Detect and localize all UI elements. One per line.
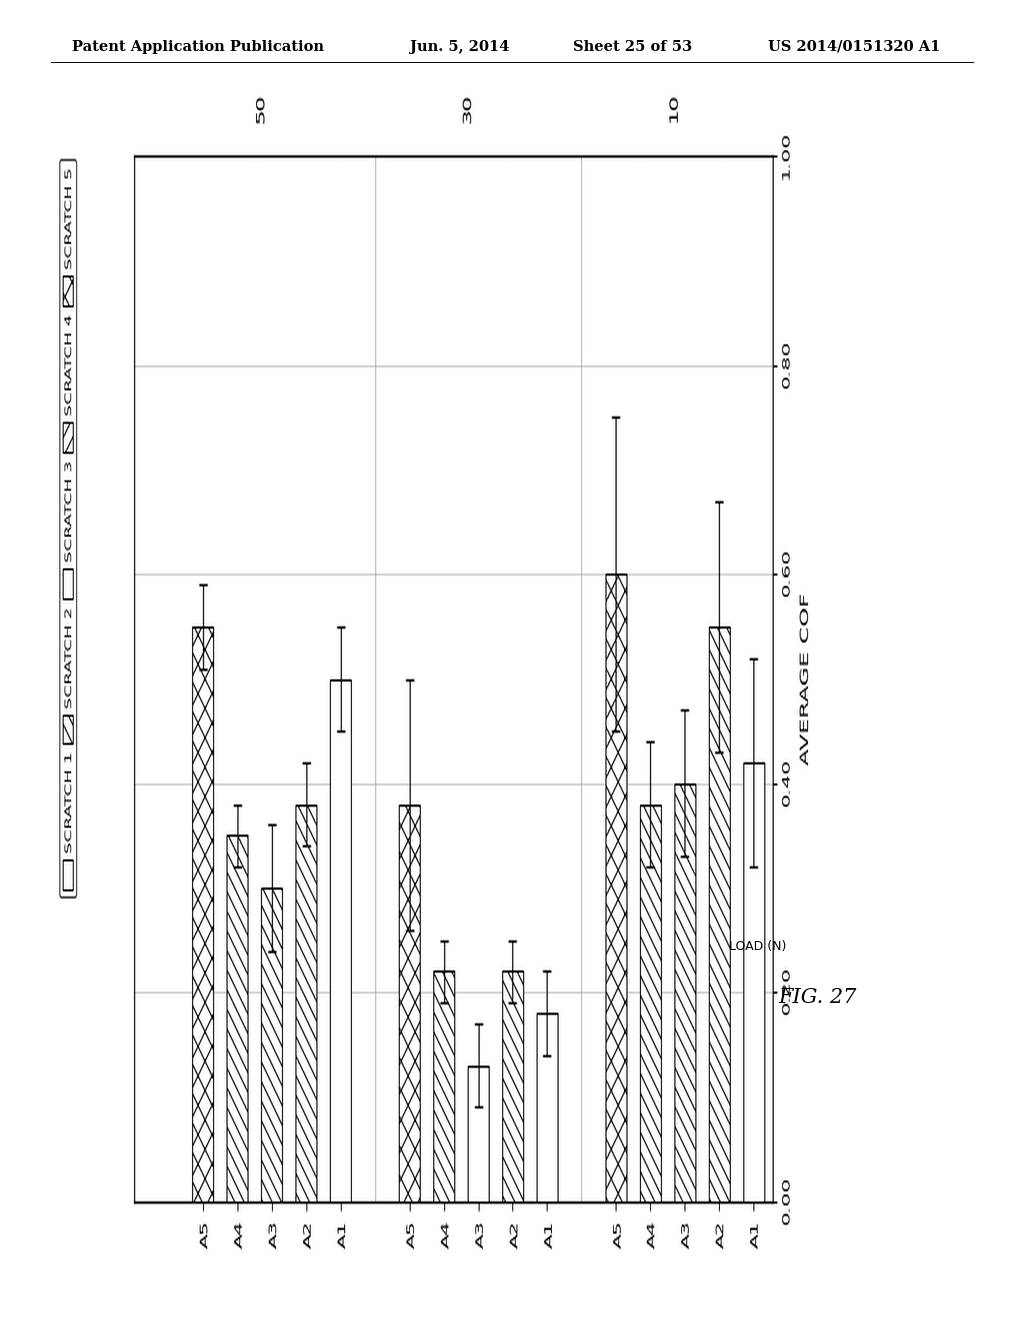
- Text: LOAD (N): LOAD (N): [729, 940, 786, 953]
- Text: Sheet 25 of 53: Sheet 25 of 53: [573, 40, 692, 54]
- Text: FIG. 27: FIG. 27: [778, 989, 857, 1007]
- Text: Jun. 5, 2014: Jun. 5, 2014: [410, 40, 509, 54]
- Text: Patent Application Publication: Patent Application Publication: [72, 40, 324, 54]
- Text: US 2014/0151320 A1: US 2014/0151320 A1: [768, 40, 940, 54]
